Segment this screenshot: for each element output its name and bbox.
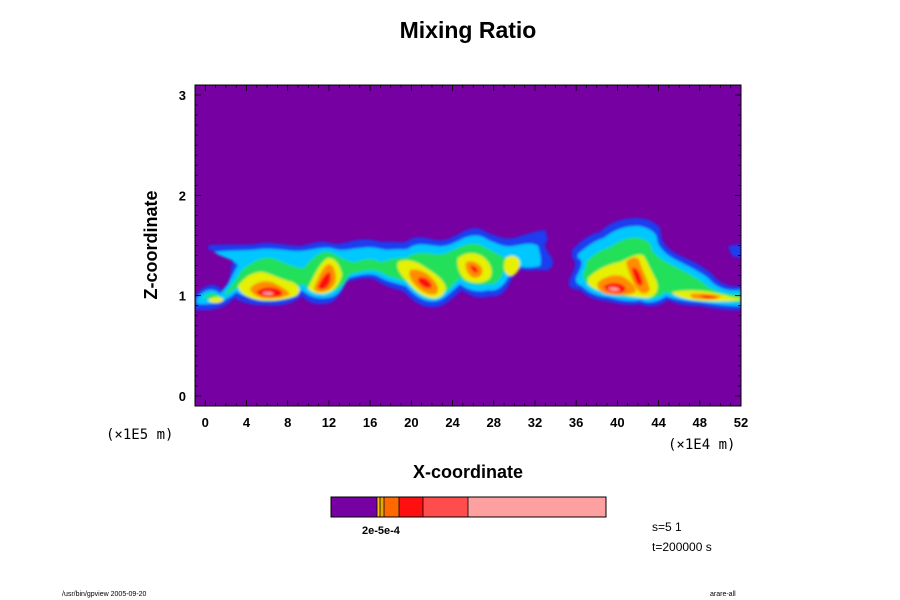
y-tick-label: 2 — [179, 188, 186, 203]
colorbar-tick-label: 2e-5e-4 — [362, 525, 401, 537]
colorbar-segment-2 — [377, 497, 380, 517]
x-tick-label: 44 — [651, 415, 666, 430]
footer-right: arare-all — [710, 591, 736, 598]
x-tick-label: 36 — [569, 415, 583, 430]
y-axis-ticks: 0 1 2 3 — [179, 84, 741, 407]
x-tick-label: 52 — [734, 415, 748, 430]
colorbar-segment-7 — [468, 497, 606, 517]
chart-title: Mixing Ratio — [400, 17, 537, 43]
x-tick-label: 48 — [693, 415, 707, 430]
x-tick-label: 24 — [445, 415, 460, 430]
x-tick-label: 20 — [404, 415, 418, 430]
x-tick-label: 4 — [243, 415, 251, 430]
x-tick-label: 28 — [487, 415, 501, 430]
x-tick-label: 0 — [202, 415, 209, 430]
y-tick-label: 3 — [179, 88, 186, 103]
colorbar-segment-4 — [384, 497, 399, 517]
colorbar-segment-5 — [399, 497, 423, 517]
footer-left: /usr/bin/gpview 2005-09-20 — [62, 591, 147, 598]
colorbar-segment-1 — [331, 497, 377, 517]
x-multiplier-right: (×1E4 m) — [668, 437, 735, 453]
x-axis-ticks: 0 4 8 12 16 20 24 28 32 36 40 44 48 52 — [202, 85, 748, 430]
x-tick-label: 12 — [322, 415, 336, 430]
contour-level-orange-right — [597, 257, 722, 300]
x-axis-label: X-coordinate — [413, 462, 523, 482]
y-tick-label: 0 — [179, 389, 186, 404]
x-tick-label: 40 — [610, 415, 624, 430]
contour-level-blue-edge — [728, 244, 741, 258]
x-tick-label: 8 — [284, 415, 291, 430]
colorbar-segment-6 — [423, 497, 468, 517]
x-tick-label: 16 — [363, 415, 377, 430]
y-tick-label: 1 — [179, 289, 186, 304]
x-tick-label: 32 — [528, 415, 542, 430]
time-text: t=200000 s — [652, 540, 712, 554]
colorbar-frame — [330, 496, 607, 518]
x-multiplier-left: (×1E5 m) — [106, 427, 173, 443]
y-axis-label: Z-coordinate — [141, 190, 161, 299]
mixing-ratio-field — [195, 218, 741, 311]
contour-level-red-right — [604, 267, 718, 300]
contour-level-orange — [250, 261, 483, 299]
colorbar — [330, 496, 607, 518]
contour-level-red — [256, 265, 478, 298]
colorbar-segment-3 — [380, 497, 384, 517]
scale-text: s=5 1 — [652, 520, 682, 534]
